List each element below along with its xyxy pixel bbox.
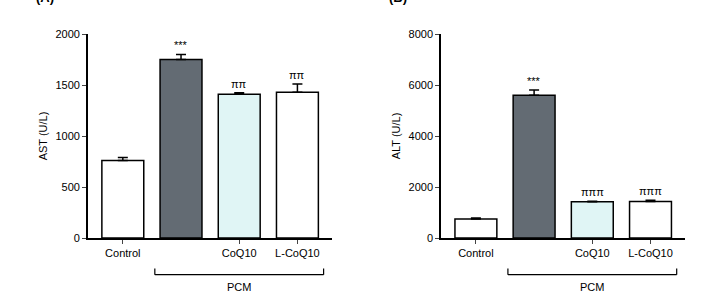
svg-text:AST (U/L): AST (U/L) [37,112,49,161]
svg-text:(A): (A) [36,0,54,5]
svg-text:500: 500 [62,181,80,193]
svg-text:1000: 1000 [55,130,79,142]
svg-text:6000: 6000 [409,79,433,91]
svg-text:***: *** [174,39,188,51]
svg-text:L-CoQ10: L-CoQ10 [628,247,673,259]
svg-text:8000: 8000 [409,28,433,40]
svg-text:Control: Control [458,247,493,259]
svg-text:PCM: PCM [227,281,251,293]
svg-text:0: 0 [427,232,433,244]
svg-text:CoQ10: CoQ10 [222,247,257,259]
svg-text:ππ: ππ [231,78,247,90]
svg-text:4000: 4000 [409,130,433,142]
svg-text:L-CoQ10: L-CoQ10 [275,247,320,259]
svg-text:(B): (B) [389,0,407,5]
svg-text:1500: 1500 [55,79,79,91]
svg-text:PCM: PCM [580,281,604,293]
svg-text:2000: 2000 [55,28,79,40]
svg-text:CoQ10: CoQ10 [575,247,610,259]
svg-text:***: *** [527,75,541,87]
svg-text:2000: 2000 [409,181,433,193]
svg-text:ALT (U/L): ALT (U/L) [390,113,402,160]
svg-text:ππ: ππ [289,69,305,81]
svg-text:πππ: πππ [581,186,604,198]
svg-text:πππ: πππ [639,185,662,197]
svg-text:Control: Control [105,247,140,259]
svg-text:0: 0 [74,232,80,244]
